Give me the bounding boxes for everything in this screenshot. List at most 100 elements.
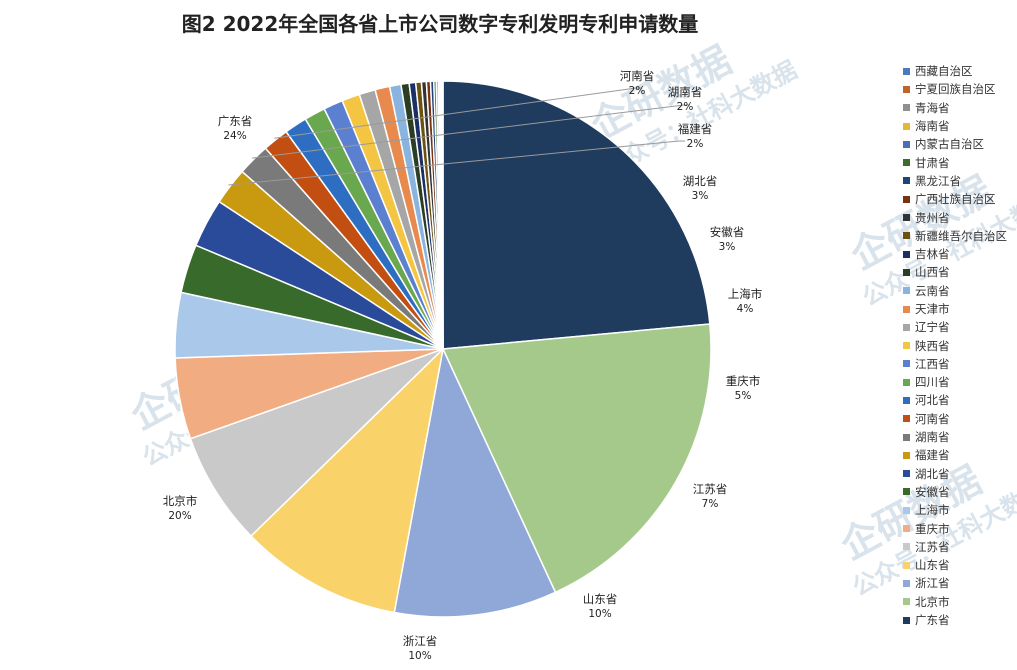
data-label: 广东省 24% xyxy=(218,114,253,142)
legend-item: 宁夏回族自治区 xyxy=(903,80,1015,98)
data-label: 安徽省 3% xyxy=(710,225,745,253)
data-label-percent: 24% xyxy=(223,130,246,142)
legend-label: 吉林省 xyxy=(915,247,950,262)
pie-slice xyxy=(442,80,711,350)
legend-swatch xyxy=(903,177,910,185)
leader-line xyxy=(252,104,690,159)
legend-label: 广东省 xyxy=(915,613,950,628)
legend-item: 天津市 xyxy=(903,300,1015,318)
data-label-percent: 4% xyxy=(737,303,754,315)
data-label-name: 浙江省 xyxy=(403,634,438,648)
data-label-name: 北京市 xyxy=(163,494,198,508)
data-label: 山东省 10% xyxy=(583,592,618,620)
legend-item: 北京市 xyxy=(903,593,1015,611)
data-label-name: 上海市 xyxy=(728,287,763,301)
legend-item: 陕西省 xyxy=(903,336,1015,354)
data-label-name: 江苏省 xyxy=(693,482,728,496)
legend-item: 河北省 xyxy=(903,391,1015,409)
pie-slice xyxy=(441,80,444,350)
legend-label: 甘肃省 xyxy=(915,155,950,170)
legend-item: 内蒙古自治区 xyxy=(903,135,1015,153)
legend-item: 辽宁省 xyxy=(903,318,1015,336)
legend-label: 山西省 xyxy=(915,265,950,280)
legend-label: 河北省 xyxy=(915,393,950,408)
data-label-name: 安徽省 xyxy=(710,225,745,239)
data-label-percent: 7% xyxy=(702,498,719,510)
legend-label: 北京市 xyxy=(915,594,950,609)
legend-swatch xyxy=(903,232,910,240)
legend-item: 黑龙江省 xyxy=(903,172,1015,190)
data-label-name: 福建省 xyxy=(678,122,713,136)
legend-label: 辽宁省 xyxy=(915,320,950,335)
legend-label: 湖北省 xyxy=(915,466,950,481)
legend-swatch xyxy=(903,396,910,404)
legend-item: 山东省 xyxy=(903,556,1015,574)
legend-swatch xyxy=(903,506,910,514)
legend-swatch xyxy=(903,122,910,130)
legend-label: 安徽省 xyxy=(915,484,950,499)
legend-label: 江苏省 xyxy=(915,539,950,554)
legend-swatch xyxy=(903,579,910,587)
legend-item: 贵州省 xyxy=(903,208,1015,226)
data-label-percent: 20% xyxy=(168,510,191,522)
legend-item: 西藏自治区 xyxy=(903,62,1015,80)
data-label-name: 山东省 xyxy=(583,592,618,606)
legend-swatch xyxy=(903,433,910,441)
legend: 西藏自治区 宁夏回族自治区 青海省 海南省 内蒙古自治区 甘肃省 黑龙江省 广西壮族自治区 贵州… xyxy=(903,62,1015,629)
legend-swatch xyxy=(903,415,910,423)
data-label: 上海市 4% xyxy=(728,287,763,315)
data-label: 福建省 2% xyxy=(678,122,713,150)
data-label-name: 湖北省 xyxy=(683,174,718,188)
legend-label: 新疆维吾尔自治区 xyxy=(915,228,1007,243)
data-label-percent: 3% xyxy=(692,190,709,202)
data-label: 重庆市 5% xyxy=(726,374,761,402)
leader-line xyxy=(228,140,685,186)
data-label: 浙江省 10% xyxy=(403,634,438,662)
legend-item: 重庆市 xyxy=(903,519,1015,537)
legend-item: 江西省 xyxy=(903,355,1015,373)
legend-swatch xyxy=(903,323,910,331)
legend-label: 江西省 xyxy=(915,356,950,371)
legend-item: 四川省 xyxy=(903,373,1015,391)
pie-slice xyxy=(441,323,712,594)
legend-label: 云南省 xyxy=(915,283,950,298)
pie-slice xyxy=(393,346,557,618)
data-label-percent: 10% xyxy=(408,650,431,662)
pie-slice xyxy=(189,348,444,538)
chart-title: 图2 2022年全国各省上市公司数字专利发明专利申请数量 xyxy=(181,12,699,36)
legend-label: 青海省 xyxy=(915,100,950,115)
legend-swatch xyxy=(903,525,910,533)
legend-item: 吉林省 xyxy=(903,245,1015,263)
legend-label: 浙江省 xyxy=(915,576,950,591)
legend-item: 江苏省 xyxy=(903,538,1015,556)
legend-label: 河南省 xyxy=(915,411,950,426)
legend-swatch xyxy=(903,85,910,93)
legend-item: 上海市 xyxy=(903,501,1015,519)
legend-label: 上海市 xyxy=(915,503,950,518)
legend-swatch xyxy=(903,342,910,350)
legend-item: 浙江省 xyxy=(903,574,1015,592)
legend-item: 安徽省 xyxy=(903,483,1015,501)
legend-swatch xyxy=(903,287,910,295)
legend-swatch xyxy=(903,214,910,222)
legend-swatch xyxy=(903,451,910,459)
legend-swatch xyxy=(903,598,910,606)
legend-label: 重庆市 xyxy=(915,521,950,536)
data-label-percent: 2% xyxy=(629,85,646,97)
data-label-percent: 2% xyxy=(677,101,694,113)
legend-item: 新疆维吾尔自治区 xyxy=(903,227,1015,245)
data-label-name: 重庆市 xyxy=(726,374,761,388)
legend-label: 西藏自治区 xyxy=(915,64,973,79)
leader-lines xyxy=(228,87,690,186)
legend-swatch xyxy=(903,378,910,386)
pie-slices xyxy=(174,80,712,618)
data-label-percent: 2% xyxy=(687,138,704,150)
legend-item: 甘肃省 xyxy=(903,153,1015,171)
data-label: 北京市 20% xyxy=(163,494,198,522)
data-label: 湖北省 3% xyxy=(683,174,718,202)
pie-slice xyxy=(249,346,445,614)
data-label-name: 广东省 xyxy=(218,114,253,128)
data-label-name: 湖南省 xyxy=(668,85,703,99)
legend-item: 广东省 xyxy=(903,611,1015,629)
